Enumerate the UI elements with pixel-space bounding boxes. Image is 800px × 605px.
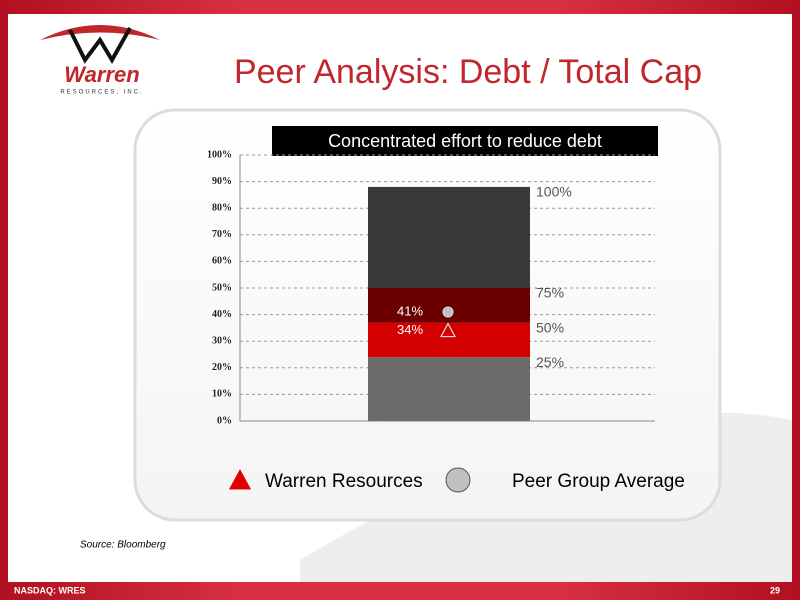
y-tick-label: 0% (217, 415, 232, 426)
y-tick-label: 30% (212, 335, 232, 346)
bar-segment (368, 322, 530, 358)
y-tick-label: 60% (212, 256, 232, 267)
marker-label: 41% (397, 303, 423, 318)
legend-swatch (227, 466, 253, 491)
legend-swatch (445, 467, 471, 493)
y-tick-label: 50% (212, 282, 232, 293)
chart-title: Concentrated effort to reduce debt (328, 131, 602, 151)
legend-label: Peer Group Average (512, 471, 685, 492)
band-label: 75% (536, 285, 564, 301)
footer-left: NASDAQ: WRES (14, 585, 86, 595)
slide-title: Peer Analysis: Debt / Total Cap (234, 53, 702, 91)
bar-segment (368, 357, 530, 421)
y-tick-label: 20% (212, 362, 232, 373)
logo-sub: RESOURCES, INC. (60, 90, 143, 96)
y-tick-label: 90% (212, 176, 232, 187)
y-tick-label: 40% (212, 309, 232, 320)
y-tick-label: 100% (207, 149, 232, 160)
page-number: 29 (770, 585, 780, 595)
legend-label: Warren Resources (265, 471, 423, 492)
band-label: 25% (536, 354, 564, 370)
bar-segment (368, 186, 530, 288)
band-label: 50% (536, 319, 564, 335)
band-label: 100% (536, 184, 572, 200)
logo-w (68, 27, 132, 64)
y-tick-label: 80% (212, 202, 232, 213)
logo-text: Warren (64, 62, 139, 87)
marker (442, 306, 454, 318)
chart-title-box (272, 126, 658, 156)
marker-label: 34% (397, 322, 423, 337)
source: Source: Bloomberg (80, 540, 166, 551)
marker (439, 322, 457, 338)
y-tick-label: 10% (212, 389, 232, 400)
bar-segment (368, 288, 530, 323)
y-tick-label: 70% (212, 229, 232, 240)
